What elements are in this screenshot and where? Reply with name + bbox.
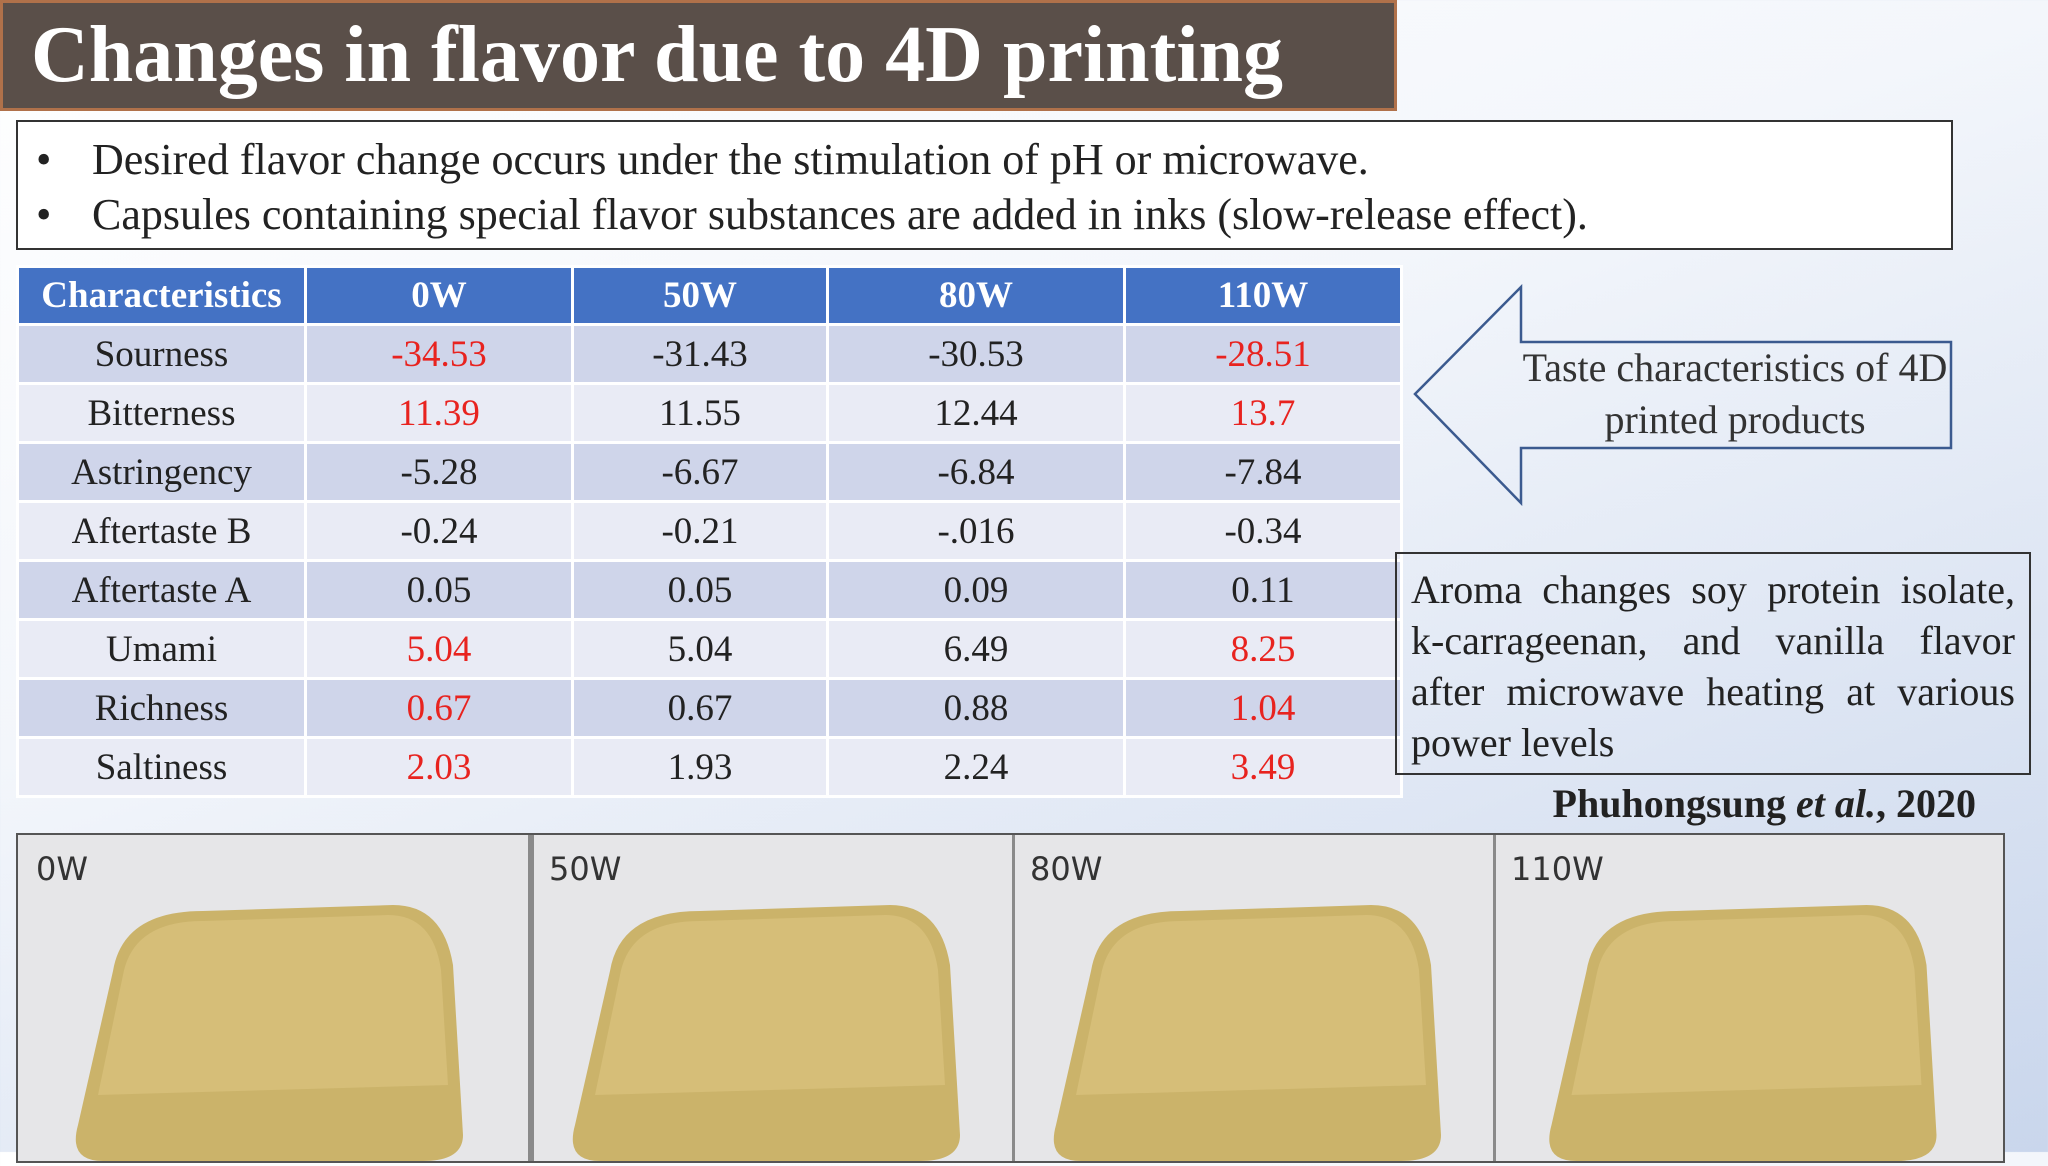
table-cell: -.016 xyxy=(826,500,1126,562)
table-cell: -5.28 xyxy=(304,441,574,503)
table-cell: 6.49 xyxy=(826,618,1126,680)
citation: Phuhongsung et al., 2020 xyxy=(1395,780,1976,827)
table-cell: 2.24 xyxy=(826,736,1126,798)
table-cell: -0.24 xyxy=(304,500,574,562)
table-row: Bitterness 11.39 11.55 12.44 13.7 xyxy=(16,382,1403,444)
table-cell: 2.03 xyxy=(304,736,574,798)
header-cell: 0W xyxy=(304,265,574,326)
bullet-item: • Capsules containing special flavor subs… xyxy=(36,187,1951,242)
header-cell: 50W xyxy=(571,265,829,326)
table-cell: 0.05 xyxy=(304,559,574,621)
aroma-note: Aroma changes soy protein isolate, k-car… xyxy=(1395,552,2031,775)
table-cell: 5.04 xyxy=(571,618,829,680)
table-row: Aftertaste A 0.05 0.05 0.09 0.11 xyxy=(16,559,1403,621)
bullet-box: • Desired flavor change occurs under the … xyxy=(16,120,1953,250)
table-cell: Aftertaste B xyxy=(16,500,307,562)
table-cell: 0.05 xyxy=(571,559,829,621)
table-cell: -0.21 xyxy=(571,500,829,562)
food-top xyxy=(1076,915,1426,1095)
header-cell: Characteristics xyxy=(16,265,307,326)
table-cell: 0.11 xyxy=(1123,559,1403,621)
table-cell: 0.88 xyxy=(826,677,1126,739)
table-cell: 1.04 xyxy=(1123,677,1403,739)
table-cell: 11.55 xyxy=(571,382,829,444)
table-cell: 0.09 xyxy=(826,559,1126,621)
table-cell: 13.7 xyxy=(1123,382,1403,444)
table-row: Richness 0.67 0.67 0.88 1.04 xyxy=(16,677,1403,739)
table-cell: 0.67 xyxy=(571,677,829,739)
citation-year: , 2020 xyxy=(1876,781,1976,826)
table-row: Saltiness 2.03 1.93 2.24 3.49 xyxy=(16,736,1403,798)
food-top xyxy=(98,915,448,1095)
table-cell: -7.84 xyxy=(1123,441,1403,503)
table-cell: -28.51 xyxy=(1123,323,1403,385)
table-cell: Bitterness xyxy=(16,382,307,444)
table-cell: Astringency xyxy=(16,441,307,503)
table-cell: -0.34 xyxy=(1123,500,1403,562)
bullet-text: Desired flavor change occurs under the s… xyxy=(92,135,1369,184)
table-row: Sourness -34.53 -31.43 -30.53 -28.51 xyxy=(16,323,1403,385)
table-cell: -30.53 xyxy=(826,323,1126,385)
table-cell: -34.53 xyxy=(304,323,574,385)
table-cell: 11.39 xyxy=(304,382,574,444)
table-cell: -31.43 xyxy=(571,323,829,385)
table-cell: 12.44 xyxy=(826,382,1126,444)
citation-author: Phuhongsung xyxy=(1552,781,1787,826)
taste-table: Characteristics 0W 50W 80W 110W Sourness -34.5… xyxy=(16,265,1403,798)
arrow-shape xyxy=(1413,284,1953,506)
bullet-item: • Desired flavor change occurs under the … xyxy=(36,132,1951,187)
table-cell: Umami xyxy=(16,618,307,680)
header-cell: 110W xyxy=(1123,265,1403,326)
table-cell: 3.49 xyxy=(1123,736,1403,798)
table-row: Astringency -5.28 -6.67 -6.84 -7.84 xyxy=(16,441,1403,503)
table-cell: Aftertaste A xyxy=(16,559,307,621)
bullet-symbol: • xyxy=(36,190,52,239)
citation-etal: et al. xyxy=(1796,781,1876,826)
slide-title: Changes in flavor due to 4D printing xyxy=(0,0,1397,111)
table-cell: -6.67 xyxy=(571,441,829,503)
header-row: Characteristics 0W 50W 80W 110W xyxy=(16,265,1403,326)
table-cell: Sourness xyxy=(16,323,307,385)
table-row: Aftertaste B -0.24 -0.21 -.016 -0.34 xyxy=(16,500,1403,562)
table-cell: Saltiness xyxy=(16,736,307,798)
table-cell: 8.25 xyxy=(1123,618,1403,680)
header-cell: 80W xyxy=(826,265,1126,326)
photo-label: 50W xyxy=(549,850,621,888)
table-cell: 0.67 xyxy=(304,677,574,739)
photo-label: 0W xyxy=(36,850,88,888)
table-row: Umami 5.04 5.04 6.49 8.25 xyxy=(16,618,1403,680)
table-cell: 5.04 xyxy=(304,618,574,680)
food-top xyxy=(595,915,945,1095)
table-cell: -6.84 xyxy=(826,441,1126,503)
photo-label: 110W xyxy=(1511,850,1604,888)
bullet-text: Capsules containing special flavor subst… xyxy=(92,190,1588,239)
arrow-outline xyxy=(1413,284,1953,506)
photo-strip: 0W 50W 80W 110W xyxy=(16,833,2005,1163)
table-cell: 1.93 xyxy=(571,736,829,798)
food-top xyxy=(1571,915,1922,1095)
photo-label: 80W xyxy=(1030,850,1102,888)
bullet-symbol: • xyxy=(36,135,52,184)
arrow-text: Taste characteristics of 4D printed prod… xyxy=(1522,345,1948,442)
table-cell: Richness xyxy=(16,677,307,739)
photo-panels: 0W 50W 80W 110W xyxy=(18,835,2003,1161)
